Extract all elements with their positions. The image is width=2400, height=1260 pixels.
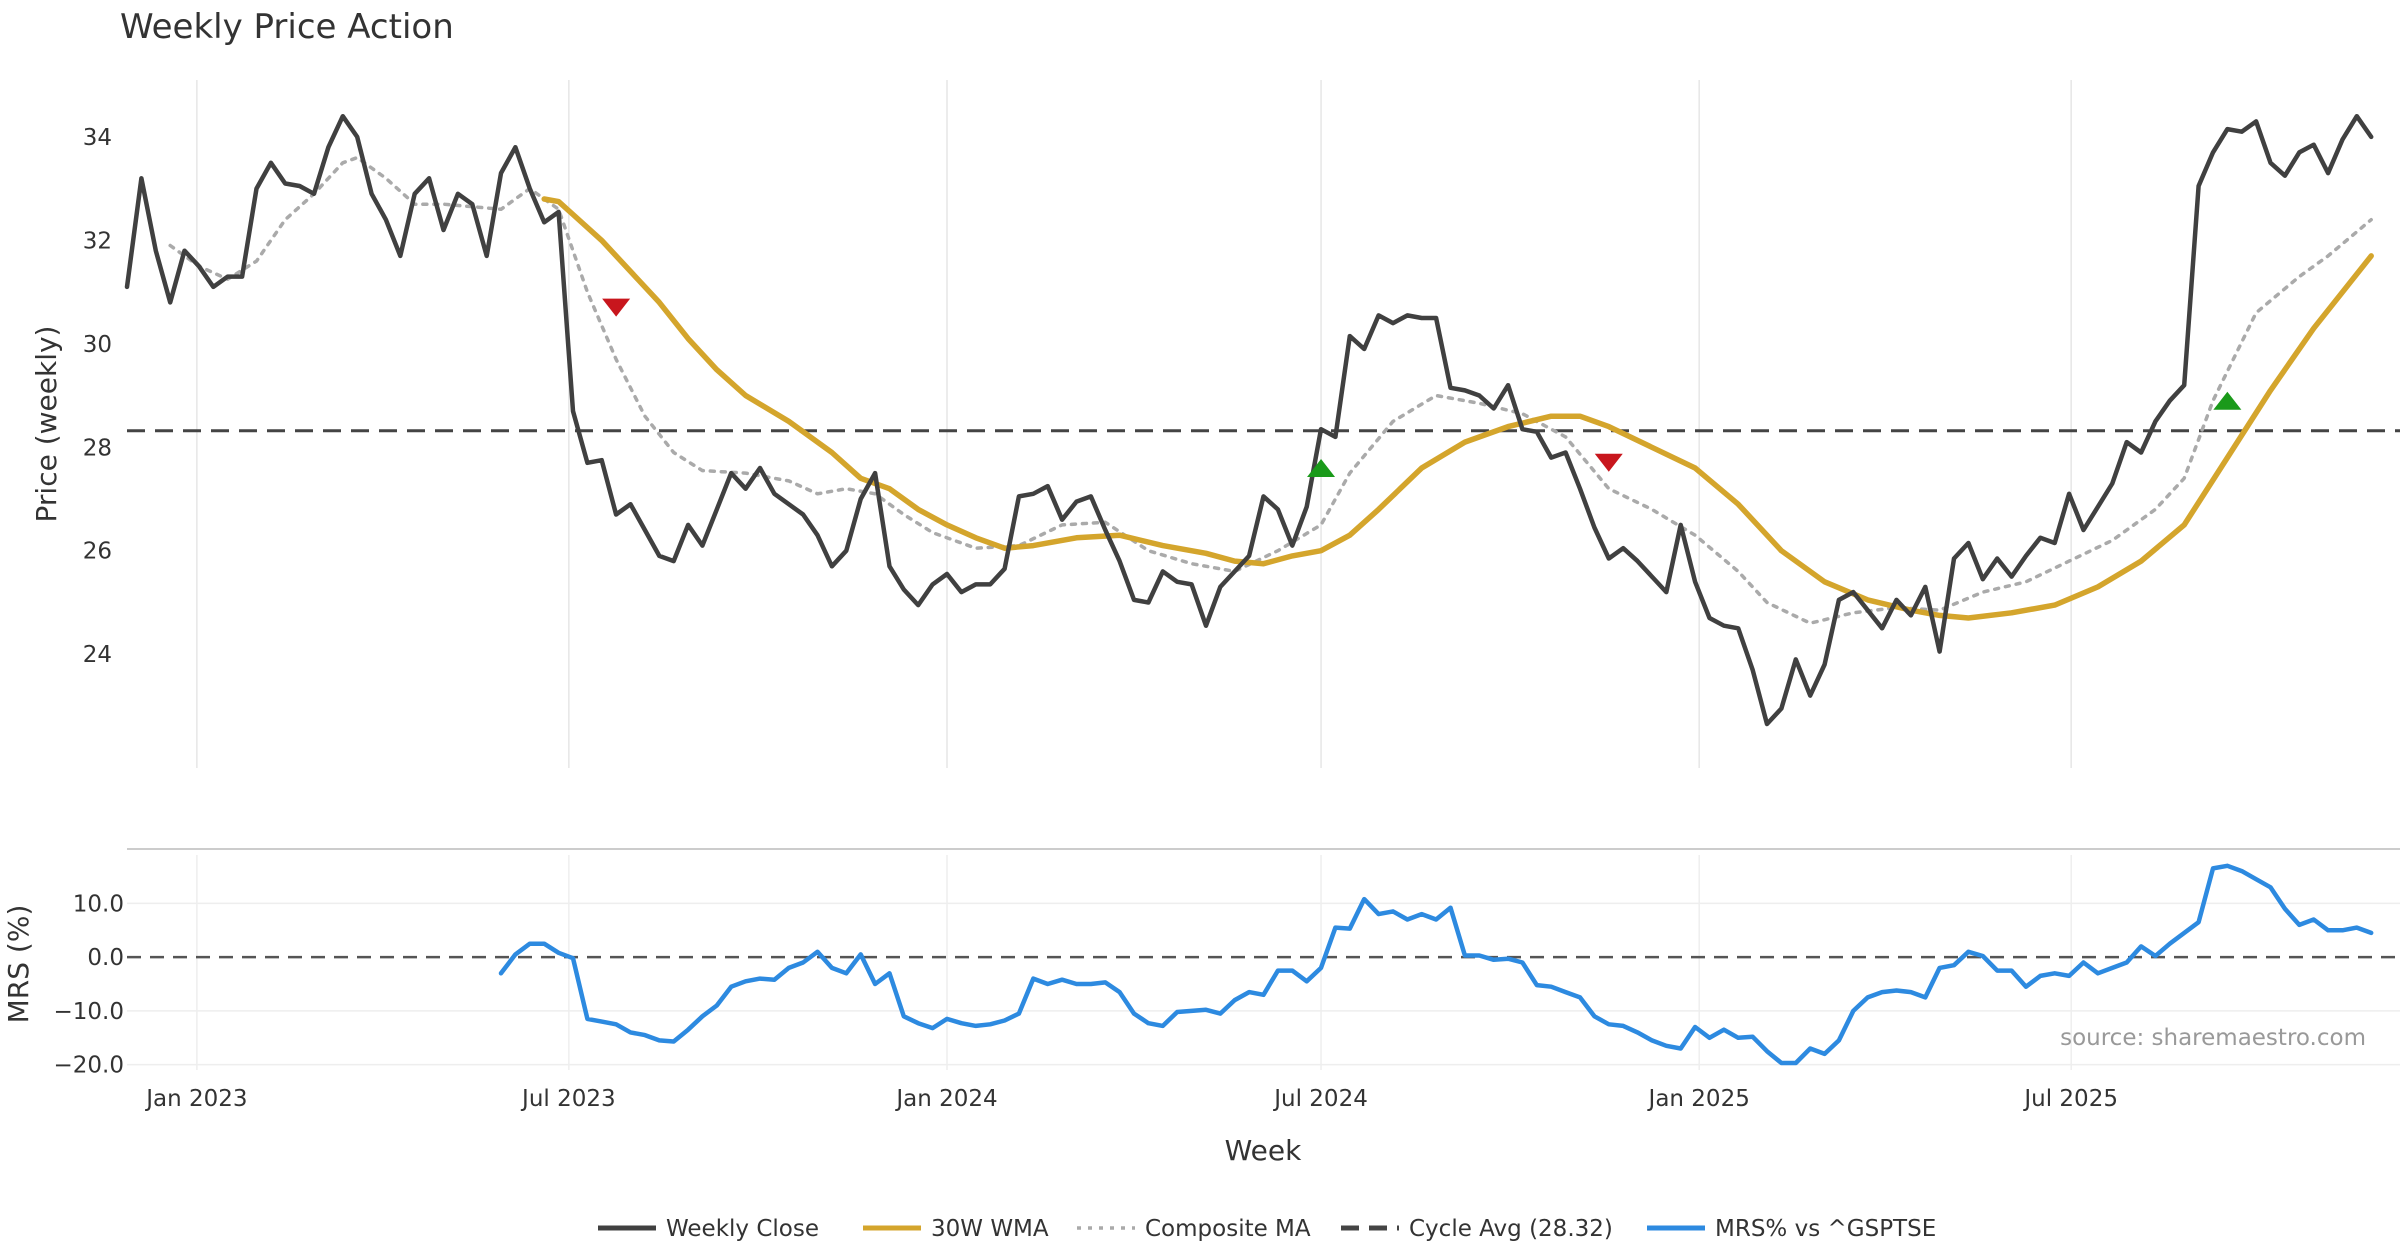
x-tick-label: Jan 2023	[144, 1086, 247, 1112]
x-tick-label: Jul 2025	[2022, 1086, 2118, 1112]
legend-label-mrs-vs-gsptse: MRS% vs ^GSPTSE	[1715, 1216, 1936, 1242]
chart-title: Weekly Price Action	[120, 7, 454, 47]
chart-legend: Weekly Close 30W WMA Composite MA Cycle Avg…	[598, 1216, 1936, 1242]
series-line-composite-ma	[168, 155, 2373, 625]
mrs-y-axis-label: MRS (%)	[2, 905, 35, 1024]
vertical-gridlines	[127, 80, 2400, 1070]
legend-label-composite-ma: Composite MA	[1145, 1216, 1311, 1242]
price-y-tick-label: 28	[83, 435, 112, 461]
mrs-y-tick-label: −10.0	[54, 999, 124, 1025]
x-tick-label: Jul 2024	[1272, 1086, 1368, 1112]
buy-signal-marker	[2213, 391, 2242, 410]
series-line-weekly-close	[124, 113, 2374, 727]
mrs-y-tick-label: −20.0	[54, 1053, 124, 1079]
x-tick-label: Jan 2025	[1647, 1086, 1750, 1112]
price-y-tick-label: 26	[83, 539, 112, 565]
buy-signal-marker	[1307, 458, 1336, 477]
sell-signal-marker	[1594, 453, 1623, 472]
mrs-y-tick-label: 10.0	[73, 891, 124, 917]
series-line-mrs-vs-gsptse	[498, 863, 2374, 1066]
legend-label-weekly-close: Weekly Close	[666, 1216, 819, 1242]
price-y-axis-label: Price (weekly)	[30, 326, 63, 523]
x-tick-label: Jan 2024	[894, 1086, 997, 1112]
price-y-tick-label: 34	[83, 125, 112, 151]
source-annotation: source: sharemaestro.com	[2060, 1025, 2366, 1051]
legend-label-30w-wma: 30W WMA	[931, 1216, 1049, 1242]
signal-markers	[602, 298, 2242, 477]
price-y-ticks: 24 26 28 30 32 34	[83, 125, 112, 668]
x-axis-ticks: Jan 2023 Jul 2023 Jan 2024 Jul 2024 Jan 2025…	[144, 1086, 2118, 1112]
series-layer	[124, 113, 2400, 1066]
x-axis-label: Week	[1225, 1134, 1302, 1167]
price-y-tick-label: 32	[83, 228, 112, 254]
mrs-y-tick-label: 0.0	[87, 945, 124, 971]
price-y-tick-label: 24	[83, 642, 112, 668]
price-y-tick-label: 30	[83, 332, 112, 358]
legend-label-cycle-avg-28-32: Cycle Avg (28.32)	[1409, 1216, 1613, 1242]
x-tick-label: Jul 2023	[520, 1086, 616, 1112]
mrs-y-ticks: 10.0 0.0 −10.0 −20.0	[54, 891, 124, 1078]
sell-signal-marker	[602, 298, 631, 317]
series-line-30w-wma	[541, 196, 2374, 621]
